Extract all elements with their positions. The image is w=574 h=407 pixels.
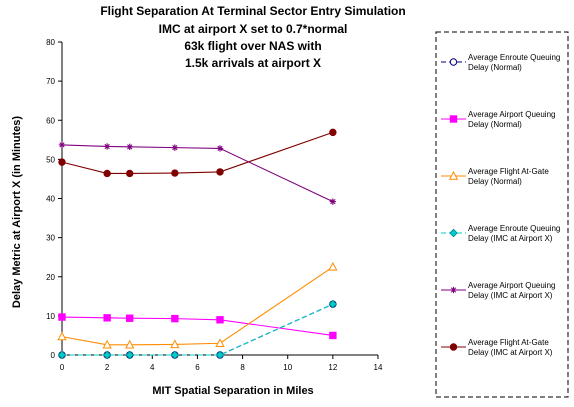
series-4-point	[170, 350, 180, 360]
legend: Average Enroute Queuing Delay (Normal) Ave…	[435, 31, 569, 398]
series-5-point	[103, 143, 111, 150]
axes: 0 10 20 30 40 50 60 70 80 0 2 4 6 8 10 12 14	[46, 38, 383, 372]
series-5-point	[126, 143, 133, 151]
legend-label: Average Flight At-Gate Delay (Normal)	[468, 167, 549, 186]
x-tick-label: 2	[105, 363, 110, 372]
series-4	[57, 299, 338, 360]
y-tick-label: 0	[51, 351, 56, 360]
series-5-line	[61, 144, 334, 203]
series-3-point	[57, 331, 67, 341]
legend-swatch-marker	[449, 58, 458, 66]
series-2-point	[329, 331, 337, 340]
series-6-point	[329, 128, 337, 137]
y-tick-label: 70	[46, 77, 55, 86]
series-4-line	[62, 303, 334, 356]
series-2	[58, 313, 337, 340]
y-tick-label: 50	[46, 155, 55, 164]
series-3-point	[102, 339, 112, 349]
legend-label: Average Enroute Queuing Delay (Normal)	[468, 53, 560, 72]
x-tick-label: 14	[374, 363, 383, 372]
series-4-point	[57, 350, 67, 360]
series-2-point	[58, 313, 66, 321]
series-3-point	[215, 338, 225, 347]
series-6-point	[126, 169, 134, 178]
series-6-point	[58, 158, 66, 166]
y-tick-label: 80	[46, 38, 55, 47]
series-5-point	[329, 198, 337, 205]
series-5-point	[216, 145, 224, 152]
series-5	[58, 141, 337, 205]
x-axis-title: MIT Spatial Separation in Miles	[152, 385, 313, 397]
series-4-point	[102, 350, 112, 360]
x-tick-label: 6	[195, 363, 200, 372]
series-2-point	[126, 314, 134, 322]
y-tick-label: 10	[46, 312, 55, 321]
series-4-point	[215, 350, 225, 360]
series-3	[57, 261, 338, 349]
plot-series	[57, 128, 338, 360]
series-3-point	[328, 261, 338, 271]
series-5-point	[58, 141, 66, 149]
x-tick-label: 8	[240, 363, 245, 372]
y-tick-label: 60	[46, 116, 55, 125]
series-3-point	[125, 339, 135, 349]
series-6-point	[103, 169, 111, 178]
y-tick-label: 30	[46, 234, 55, 243]
series-2-line	[61, 316, 333, 336]
x-tick-label: 10	[283, 363, 292, 372]
legend-label: Average Enroute Queuing Delay (IMC at Air…	[468, 224, 560, 243]
legend-swatch-marker	[449, 343, 458, 351]
y-axis-title: Delay Metric at Airport X (in Minutes)	[11, 116, 23, 308]
legend-label: Average Flight At-Gate Delay (IMC at Airp…	[468, 338, 553, 357]
title-line-1: Flight Separation At Terminal Sector Ent…	[100, 4, 405, 18]
series-6-point	[216, 168, 224, 176]
series-2-point	[103, 314, 111, 322]
series-2-point	[171, 314, 179, 323]
title-line-2: IMC at airport X set to 0.7*normal	[159, 22, 348, 36]
chart-title: Flight Separation At Terminal Sector Ent…	[100, 4, 405, 70]
series-5-point	[171, 144, 179, 151]
series-4-point	[125, 350, 134, 360]
series-6-line	[61, 131, 334, 175]
series-2-point	[216, 316, 224, 324]
title-line-4: 1.5k arrivals at airport X	[185, 56, 321, 70]
x-tick-label: 12	[328, 363, 337, 372]
series-3-point	[170, 339, 180, 349]
legend-swatch-marker	[450, 286, 457, 294]
series-4-point	[328, 299, 338, 309]
series-6-point	[171, 169, 179, 177]
legend-label: Average Airport Queuing Delay (Normal)	[468, 110, 555, 129]
y-tick-label: 40	[46, 195, 55, 204]
legend-label: Average Airport Queuing Delay (IMC at Air…	[468, 281, 555, 300]
legend-box	[435, 31, 569, 398]
x-tick-label: 4	[150, 363, 155, 372]
legend-swatch-marker	[449, 115, 458, 123]
series-3-line	[61, 266, 334, 346]
title-line-3: 63k flight over NAS with	[184, 39, 321, 53]
legend-swatch-marker	[449, 228, 458, 238]
series-6	[58, 128, 337, 178]
legend-swatch-marker	[448, 170, 459, 180]
y-tick-label: 20	[46, 273, 55, 282]
x-tick-label: 0	[60, 363, 65, 372]
